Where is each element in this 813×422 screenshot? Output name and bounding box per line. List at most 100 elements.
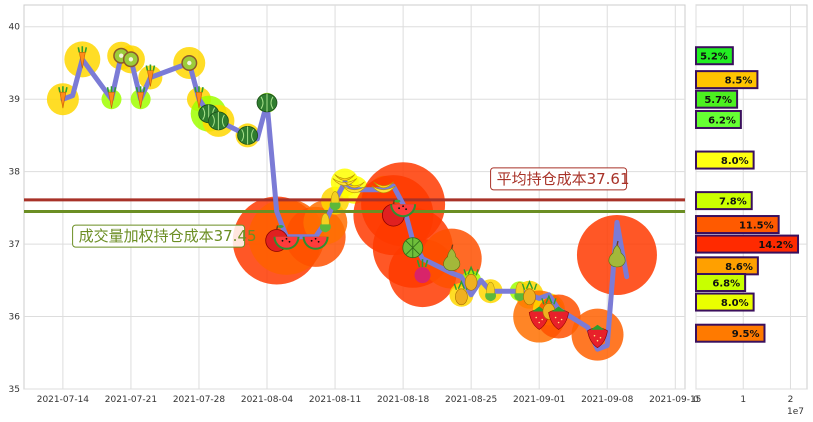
x-tick-label: 2021-08-18 bbox=[377, 395, 430, 405]
side-x-tick-label: 0 bbox=[693, 395, 699, 405]
distribution-bar: 14.2% bbox=[695, 234, 800, 254]
distribution-bar-rect bbox=[695, 109, 742, 129]
main-x-axis: 2021-07-14 2021-07-21 2021-07-28 2021-08-04… bbox=[37, 395, 702, 405]
carrot-icon bbox=[58, 86, 68, 109]
carrot-icon bbox=[145, 64, 156, 87]
cost-annotation-text: 成交量加权持仓成本37.45 bbox=[79, 227, 257, 245]
distribution-bar-rect bbox=[695, 234, 800, 254]
y-tick-label: 40 bbox=[9, 23, 21, 33]
carrot-icon bbox=[77, 46, 88, 69]
x-tick-label: 2021-09-01 bbox=[513, 395, 565, 405]
watermelon-icon bbox=[390, 204, 417, 218]
banana-icon bbox=[371, 181, 396, 194]
distribution-bar-label: 5.7% bbox=[704, 95, 732, 106]
x-tick-label: 2021-07-14 bbox=[37, 395, 90, 405]
pineapple-icon bbox=[521, 280, 538, 306]
cost-annotation-text: 平均持仓成本37.61 bbox=[497, 170, 630, 188]
x-tick-label: 2021-08-11 bbox=[309, 395, 361, 405]
radish-icon bbox=[414, 259, 431, 284]
main-y-axis: 35 36 37 38 39 40 bbox=[9, 23, 21, 395]
banana-icon bbox=[342, 181, 367, 194]
side-x-tick-label: 2 bbox=[788, 395, 794, 405]
distribution-x-axis: 0 1 2 bbox=[693, 395, 793, 405]
melon-icon bbox=[237, 125, 259, 145]
kiwi-icon bbox=[181, 55, 198, 71]
distribution-bar-rect bbox=[695, 150, 755, 170]
distribution-bar-rect bbox=[695, 215, 780, 235]
distribution-bar: 6.8% bbox=[695, 272, 747, 292]
corn-icon bbox=[514, 281, 526, 302]
corn-icon bbox=[329, 191, 341, 211]
distribution-bar: 8.0% bbox=[695, 292, 755, 312]
distribution-bar-rect bbox=[695, 292, 755, 312]
x-tick-label: 2021-08-25 bbox=[445, 395, 497, 405]
distribution-bar: 8.5% bbox=[695, 70, 759, 90]
distribution-bar-rect bbox=[695, 323, 766, 343]
distribution-bar-label: 14.2% bbox=[758, 240, 793, 251]
carrot-icon bbox=[135, 86, 146, 109]
distribution-bar: 5.7% bbox=[695, 89, 739, 109]
y-tick-label: 39 bbox=[9, 95, 21, 105]
distribution-bar: 8.6% bbox=[695, 256, 759, 276]
distribution-bar: 7.8% bbox=[695, 191, 753, 211]
distribution-x-multiplier: 1e7 bbox=[787, 407, 804, 417]
marker-icons bbox=[58, 46, 626, 349]
cost-annotation: 平均持仓成本37.61 bbox=[490, 167, 630, 191]
distribution-bar-label: 8.5% bbox=[725, 76, 753, 87]
y-tick-label: 36 bbox=[9, 313, 21, 323]
distribution-bar-rect bbox=[695, 191, 753, 211]
strawberry-icon bbox=[548, 306, 569, 330]
corn-icon bbox=[485, 281, 497, 302]
distribution-bar-label: 11.5% bbox=[739, 221, 774, 232]
distribution-bar-rect bbox=[695, 89, 739, 109]
y-tick-label: 37 bbox=[9, 240, 20, 250]
cost-annotation-box bbox=[72, 224, 246, 248]
x-tick-label: 2021-09-15 bbox=[649, 395, 701, 405]
banana-icon bbox=[332, 174, 358, 186]
distribution-bar-label: 6.2% bbox=[708, 115, 736, 126]
distribution-bar-rect bbox=[695, 272, 747, 292]
distribution-chart: 5.2% 8.5% 5.7% 6.2% 8.0% 7.8% 11.5% 14.2% 8.6% 6.… bbox=[693, 4, 808, 417]
distribution-bar-label: 8.0% bbox=[721, 156, 749, 167]
distribution-bar-label: 7.8% bbox=[719, 197, 747, 208]
pear-icon bbox=[443, 244, 461, 271]
distribution-bar: 9.5% bbox=[695, 323, 766, 343]
distribution-bar-label: 5.2% bbox=[700, 52, 728, 63]
side-x-tick-label: 1 bbox=[740, 395, 746, 405]
watermelon-icon bbox=[302, 236, 329, 250]
distribution-bar-label: 8.0% bbox=[721, 298, 749, 309]
distribution-bars: 5.2% 8.5% 5.7% 6.2% 8.0% 7.8% 11.5% 14.2% 8.6% 6.… bbox=[695, 46, 800, 343]
distribution-bar: 5.2% bbox=[695, 46, 734, 66]
distribution-bar: 6.2% bbox=[695, 109, 742, 129]
cost-annotation-box bbox=[490, 167, 628, 191]
cost-annotations: 平均持仓成本37.61 成交量加权持仓成本37.45 bbox=[72, 167, 630, 248]
cost-lines bbox=[24, 198, 685, 213]
watermelon-icon bbox=[273, 236, 300, 250]
pineapple-icon bbox=[463, 265, 479, 291]
x-tick-label: 2021-07-21 bbox=[105, 395, 157, 405]
y-tick-label: 35 bbox=[9, 385, 20, 395]
carrot-icon bbox=[106, 86, 117, 109]
melon-icon bbox=[256, 93, 278, 113]
pear-icon bbox=[608, 240, 626, 268]
distribution-bar-rect bbox=[695, 46, 734, 66]
cost-annotation: 成交量加权持仓成本37.45 bbox=[72, 224, 257, 248]
kiwi-icon bbox=[122, 51, 139, 68]
distribution-bar-label: 6.8% bbox=[712, 278, 740, 289]
distribution-bar: 8.0% bbox=[695, 150, 755, 170]
x-tick-label: 2021-07-28 bbox=[173, 395, 226, 405]
carrot-icon bbox=[194, 86, 204, 109]
x-tick-label: 2021-08-04 bbox=[241, 395, 294, 405]
x-tick-label: 2021-09-08 bbox=[581, 395, 634, 405]
melon-icon bbox=[207, 111, 229, 131]
distribution-bar-rect bbox=[695, 70, 759, 90]
strawberry-icon bbox=[587, 324, 608, 349]
y-tick-label: 38 bbox=[9, 168, 21, 178]
distribution-bar-label: 8.6% bbox=[725, 262, 753, 273]
distribution-bar: 11.5% bbox=[695, 215, 780, 235]
distribution-bar-label: 9.5% bbox=[732, 329, 760, 340]
cabbage-icon bbox=[402, 237, 424, 259]
corn-icon bbox=[319, 213, 331, 233]
